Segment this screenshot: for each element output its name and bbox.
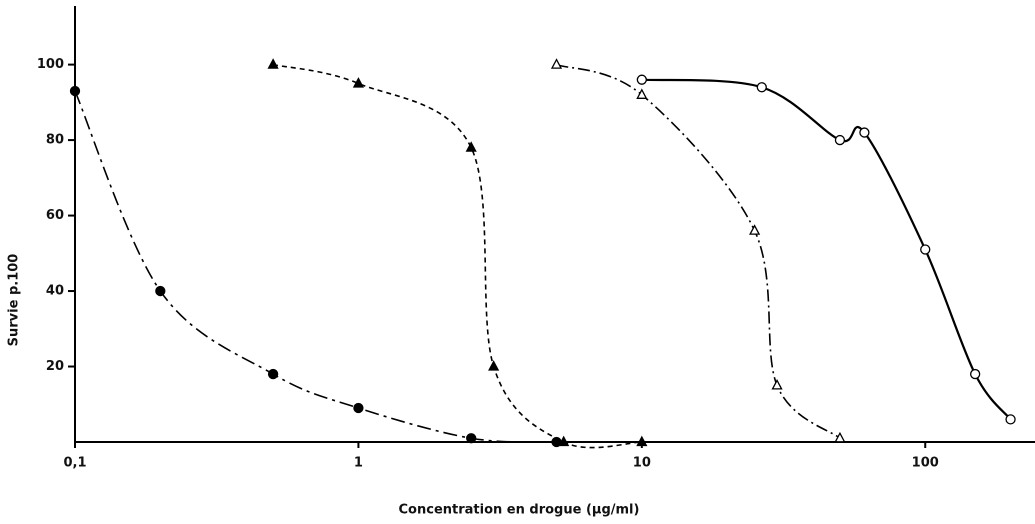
point: [834, 134, 846, 146]
point: [969, 368, 981, 380]
series-line: [74, 90, 557, 443]
x-tick-label: 100: [912, 456, 939, 471]
series-line: [272, 63, 642, 449]
point: [465, 141, 477, 152]
y-tick-label: 80: [46, 133, 64, 148]
point: [920, 244, 931, 255]
y-tick-label: 100: [37, 57, 64, 72]
y-tick-label: 60: [46, 208, 64, 223]
point: [267, 58, 279, 69]
point: [558, 435, 570, 447]
series-line: [556, 63, 841, 439]
x-tick-label: 0,1: [63, 456, 86, 471]
point: [859, 127, 870, 138]
point: [550, 58, 563, 69]
point: [466, 433, 477, 444]
point: [756, 82, 767, 93]
point: [353, 402, 364, 414]
point: [636, 435, 648, 447]
point: [267, 368, 279, 380]
point: [749, 224, 761, 235]
point: [488, 360, 500, 371]
y-tick-label: 40: [46, 284, 64, 299]
x-axis-title: Concentration en drogue (µg/ml): [399, 503, 640, 518]
point: [834, 431, 846, 443]
point: [1005, 414, 1016, 425]
point: [155, 285, 166, 297]
point: [636, 88, 648, 99]
point: [636, 74, 647, 85]
point: [352, 77, 364, 88]
x-tick-label: 1: [354, 456, 363, 471]
axes: [74, 6, 1035, 443]
point: [69, 85, 81, 97]
x-tick-label: 10: [633, 456, 651, 471]
series-line: [641, 78, 1012, 421]
y-axis-title: Survie p.100: [7, 254, 22, 347]
point: [771, 379, 783, 390]
y-tick-label: 20: [46, 359, 64, 374]
